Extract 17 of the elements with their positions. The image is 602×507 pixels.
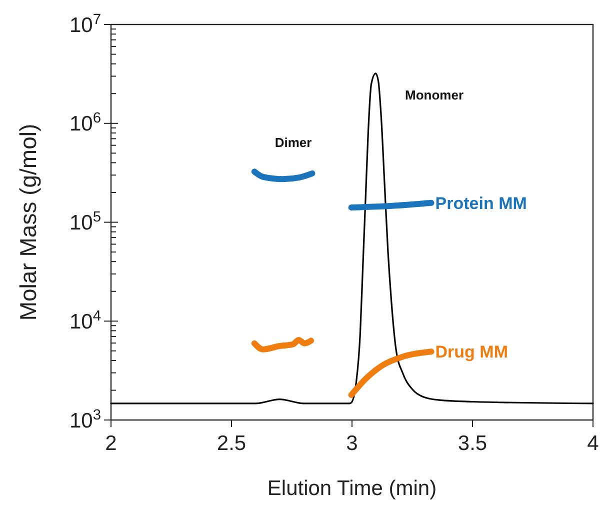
y-tick-label: 10$^{7}$ <box>69 12 101 37</box>
annotation: Dimer <box>274 135 312 150</box>
x-tick-label: 2 <box>105 432 117 455</box>
x-tick-label: 3.5 <box>458 432 488 455</box>
y-axis-title: Molar Mass (g/mol) <box>15 124 41 321</box>
series-label: Protein MM <box>435 194 527 213</box>
y-tick-label: 10$^{6}$ <box>69 110 101 136</box>
y-tick-label: 10$^{5}$ <box>69 210 101 235</box>
annotation: Monomer <box>405 88 464 103</box>
x-axis-title: Elution Time (min) <box>267 477 437 500</box>
y-tick-label: 10$^{4}$ <box>69 308 101 334</box>
x-tick-label: 3 <box>346 432 358 455</box>
x-tick-label: 2.5 <box>216 432 246 455</box>
series-label: Drug MM <box>435 342 508 362</box>
line-series <box>110 72 594 404</box>
y-tick-label: 10$^{3}$ <box>69 407 101 432</box>
x-tick-label: 4 <box>587 432 600 455</box>
